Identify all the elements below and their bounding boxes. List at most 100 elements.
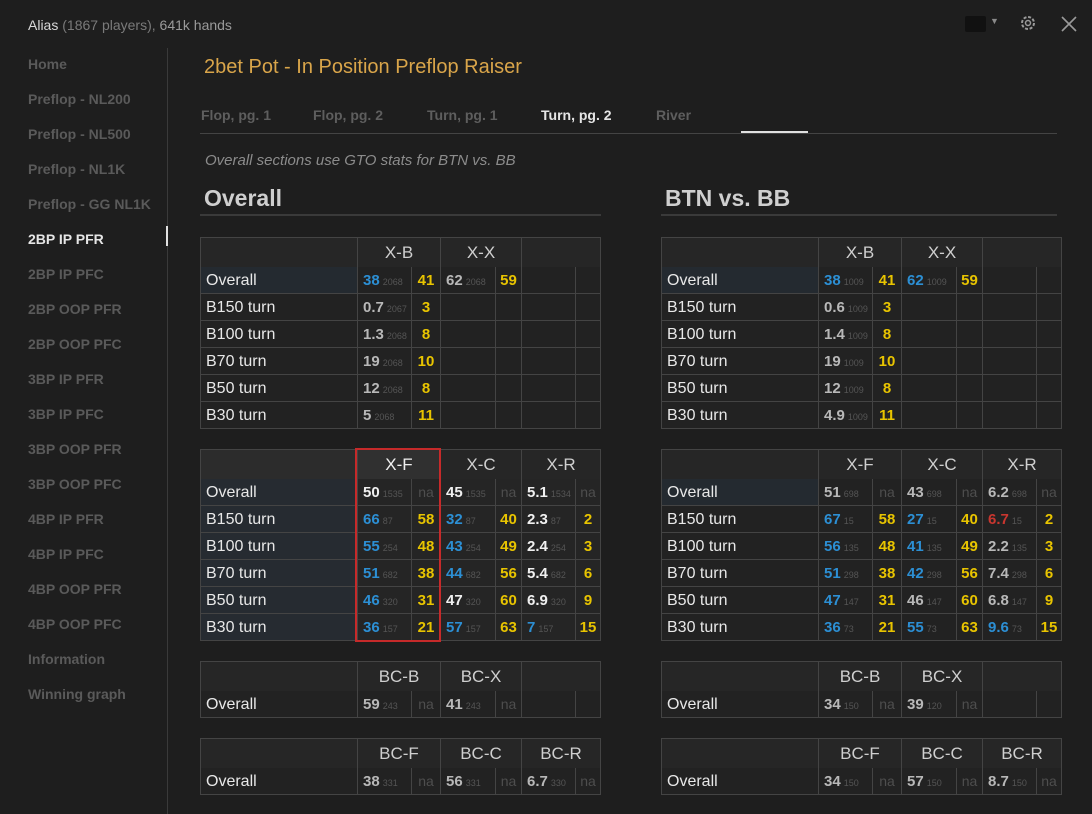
stat-value-cell[interactable]: 6.7 330 [521, 768, 575, 794]
stat-value-cell[interactable] [521, 321, 575, 347]
column-header-bc-b[interactable]: BC-B [818, 662, 901, 691]
sidebar-item-3bp-oop-pfr[interactable]: 3BP OOP PFR [28, 441, 122, 457]
tab-flop-pg-2[interactable]: Flop, pg. 2 [313, 107, 383, 123]
stat-value-cell[interactable]: 51 682 [357, 560, 411, 586]
column-header-bc-r[interactable]: BC-R [982, 739, 1061, 768]
stat-value-cell[interactable]: 57 157 [440, 614, 495, 640]
stat-value-cell[interactable]: 41 135 [901, 533, 956, 559]
stat-value-cell[interactable] [901, 294, 956, 320]
tab-turn-pg-1[interactable]: Turn, pg. 1 [427, 107, 498, 123]
column-header-x-b[interactable]: X-B [818, 238, 901, 267]
sidebar-item-4bp-oop-pfc[interactable]: 4BP OOP PFC [28, 616, 122, 632]
stat-value-cell[interactable]: 27 15 [901, 506, 956, 532]
chevron-down-icon[interactable]: ▼ [990, 16, 999, 26]
stat-value-cell[interactable]: 45 1535 [440, 479, 495, 505]
tab-river[interactable]: River [656, 107, 692, 123]
stat-value-cell[interactable]: 55 254 [357, 533, 411, 559]
column-header-bc-f[interactable]: BC-F [818, 739, 901, 768]
stat-value-cell[interactable] [982, 691, 1036, 717]
column-header-x-b[interactable]: X-B [357, 238, 440, 267]
stat-value-cell[interactable]: 6.7 15 [982, 506, 1036, 532]
stat-value-cell[interactable]: 39 120 [901, 691, 956, 717]
stat-value-cell[interactable] [982, 321, 1036, 347]
sidebar-item-2bp-oop-pfc[interactable]: 2BP OOP PFC [28, 336, 122, 352]
stat-value-cell[interactable]: 62 1009 [901, 267, 956, 293]
sidebar-item-preflop-nl1k[interactable]: Preflop - NL1K [28, 161, 126, 177]
column-header-x-r[interactable]: X-R [982, 450, 1061, 479]
sidebar-item-winning-graph[interactable]: Winning graph [28, 686, 126, 702]
stat-value-cell[interactable] [440, 375, 495, 401]
column-header-bc-f[interactable]: BC-F [357, 739, 440, 768]
stat-value-cell[interactable]: 7 157 [521, 614, 575, 640]
stat-value-cell[interactable]: 38 2068 [357, 267, 411, 293]
stat-value-cell[interactable]: 36 73 [818, 614, 872, 640]
stat-value-cell[interactable] [521, 691, 575, 717]
stat-value-cell[interactable]: 62 2068 [440, 267, 495, 293]
stat-value-cell[interactable] [521, 294, 575, 320]
stat-value-cell[interactable]: 51 298 [818, 560, 872, 586]
stat-value-cell[interactable]: 59 243 [357, 691, 411, 717]
stat-value-cell[interactable]: 7.4 298 [982, 560, 1036, 586]
stat-value-cell[interactable]: 5.4 682 [521, 560, 575, 586]
sidebar-item-2bp-oop-pfr[interactable]: 2BP OOP PFR [28, 301, 122, 317]
stat-value-cell[interactable]: 42 298 [901, 560, 956, 586]
stat-value-cell[interactable] [440, 294, 495, 320]
stat-value-cell[interactable] [901, 375, 956, 401]
stat-value-cell[interactable]: 47 320 [440, 587, 495, 613]
sidebar-item-2bp-ip-pfc[interactable]: 2BP IP PFC [28, 266, 104, 282]
stat-value-cell[interactable]: 19 2068 [357, 348, 411, 374]
stat-value-cell[interactable] [521, 375, 575, 401]
gear-icon[interactable] [1018, 13, 1038, 33]
stat-value-cell[interactable]: 66 87 [357, 506, 411, 532]
stat-value-cell[interactable]: 51 698 [818, 479, 872, 505]
stat-value-cell[interactable]: 46 147 [901, 587, 956, 613]
stat-value-cell[interactable] [521, 348, 575, 374]
stat-value-cell[interactable] [901, 348, 956, 374]
stat-value-cell[interactable]: 32 87 [440, 506, 495, 532]
stat-value-cell[interactable] [440, 402, 495, 428]
stat-value-cell[interactable] [440, 348, 495, 374]
stat-value-cell[interactable]: 2.3 87 [521, 506, 575, 532]
stat-value-cell[interactable] [982, 348, 1036, 374]
stat-value-cell[interactable]: 41 243 [440, 691, 495, 717]
column-header-bc-c[interactable]: BC-C [440, 739, 521, 768]
stat-value-cell[interactable]: 4.9 1009 [818, 402, 872, 428]
stat-value-cell[interactable]: 43 254 [440, 533, 495, 559]
stat-value-cell[interactable]: 12 1009 [818, 375, 872, 401]
stat-value-cell[interactable] [901, 402, 956, 428]
close-icon[interactable] [1059, 14, 1079, 34]
stat-value-cell[interactable]: 6.2 698 [982, 479, 1036, 505]
sidebar-item-information[interactable]: Information [28, 651, 105, 667]
stat-value-cell[interactable]: 8.7 150 [982, 768, 1036, 794]
column-header-x-x[interactable]: X-X [901, 238, 982, 267]
stat-value-cell[interactable]: 2.2 135 [982, 533, 1036, 559]
column-header-x-f[interactable]: X-F [357, 450, 440, 479]
tab-turn-pg-2[interactable]: Turn, pg. 2 [541, 107, 612, 123]
sidebar-item-4bp-ip-pfc[interactable]: 4BP IP PFC [28, 546, 104, 562]
stat-value-cell[interactable]: 1.4 1009 [818, 321, 872, 347]
stat-value-cell[interactable]: 47 147 [818, 587, 872, 613]
stat-value-cell[interactable]: 67 15 [818, 506, 872, 532]
stat-value-cell[interactable]: 38 331 [357, 768, 411, 794]
sidebar-item-home[interactable]: Home [28, 56, 67, 72]
stat-value-cell[interactable] [982, 267, 1036, 293]
stat-value-cell[interactable]: 0.7 2067 [357, 294, 411, 320]
stat-value-cell[interactable]: 36 157 [357, 614, 411, 640]
column-header-x-x[interactable]: X-X [440, 238, 521, 267]
stat-value-cell[interactable]: 57 150 [901, 768, 956, 794]
sidebar-item-4bp-oop-pfr[interactable]: 4BP OOP PFR [28, 581, 122, 597]
sidebar-item-preflop-nl200[interactable]: Preflop - NL200 [28, 91, 131, 107]
column-header-bc-r[interactable]: BC-R [521, 739, 600, 768]
stat-value-cell[interactable]: 6.9 320 [521, 587, 575, 613]
sidebar-item-preflop-nl500[interactable]: Preflop - NL500 [28, 126, 131, 142]
column-header-bc-b[interactable]: BC-B [357, 662, 440, 691]
alias-label[interactable]: Alias [28, 17, 59, 33]
stat-value-cell[interactable]: 50 1535 [357, 479, 411, 505]
stat-value-cell[interactable] [901, 321, 956, 347]
stat-value-cell[interactable]: 5 2068 [357, 402, 411, 428]
stat-value-cell[interactable]: 56 135 [818, 533, 872, 559]
column-header-x-r[interactable]: X-R [521, 450, 600, 479]
stat-value-cell[interactable]: 19 1009 [818, 348, 872, 374]
stat-value-cell[interactable]: 5.1 1534 [521, 479, 575, 505]
stat-value-cell[interactable] [440, 321, 495, 347]
